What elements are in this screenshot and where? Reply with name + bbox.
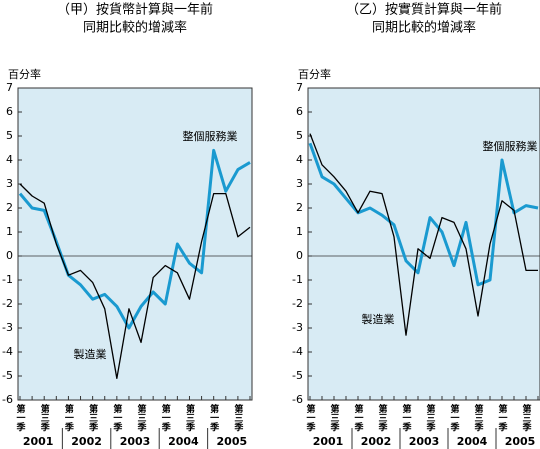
x-tick-label: 第一季 [208, 403, 220, 432]
x-group-label: 2004 [457, 435, 488, 448]
x-tick-label: 第三季 [425, 403, 437, 432]
y-tick-label: -5 [2, 369, 13, 382]
x-tick-label: 第一季 [305, 403, 317, 432]
x-group-label: 2002 [361, 435, 392, 448]
x-tick-label: 第三季 [87, 403, 99, 432]
y-axis-label: 百分率 [298, 67, 331, 81]
y-tick-label: 4 [6, 153, 13, 166]
x-tick-label: 第三季 [521, 403, 533, 432]
y-tick-label: 5 [6, 129, 13, 142]
y-tick-label: -3 [2, 321, 13, 334]
y-tick-label: 7 [6, 81, 13, 94]
y-tick-label: -4 [2, 345, 13, 358]
series-label: 整個服務業 [183, 129, 238, 143]
y-tick-label: -2 [292, 297, 303, 310]
series-line [309, 133, 538, 336]
y-tick-label: -4 [292, 345, 303, 358]
x-tick-label: 第一季 [111, 403, 123, 432]
x-tick-label: 第三季 [184, 403, 196, 432]
x-group-label: 2005 [217, 435, 248, 448]
chart-subtitle: 同期比較的增減率 [83, 20, 187, 36]
x-group-label: 2001 [23, 435, 54, 448]
y-axis-label: 百分率 [8, 67, 41, 81]
series-line [18, 148, 251, 330]
y-tick-label: 4 [296, 153, 303, 166]
y-tick-label: 2 [296, 201, 303, 214]
series-label: 製造業 [362, 312, 395, 326]
x-group-label: 2003 [120, 435, 151, 448]
y-tick-label: -6 [292, 393, 303, 406]
y-tick-label: 6 [296, 105, 303, 118]
x-tick-label: 第一季 [63, 403, 75, 432]
series-line [19, 183, 251, 380]
x-group-label: 2003 [409, 435, 440, 448]
y-tick-label: 6 [6, 105, 13, 118]
y-tick-label: -3 [292, 321, 303, 334]
x-tick-label: 第一季 [160, 403, 172, 432]
series-line [308, 142, 539, 287]
chart-title: （乙）按實質計算與一年前 [346, 2, 502, 18]
y-tick-label: 3 [6, 177, 13, 190]
x-group-label: 2001 [313, 435, 344, 448]
x-tick-label: 第一季 [15, 403, 27, 432]
x-tick-label: 第三季 [329, 403, 341, 432]
y-tick-label: 1 [296, 225, 303, 238]
x-tick-label: 第一季 [401, 403, 413, 432]
y-tick-label: -1 [292, 273, 303, 286]
y-tick-label: -2 [2, 297, 13, 310]
series-label: 整個服務業 [483, 139, 538, 153]
y-tick-label: -5 [292, 369, 303, 382]
x-tick-label: 第三季 [473, 403, 485, 432]
chart-subtitle: 同期比較的增減率 [372, 20, 476, 36]
y-tick-label: -1 [2, 273, 13, 286]
y-tick-label: 5 [296, 129, 303, 142]
x-tick-label: 第一季 [353, 403, 365, 432]
y-tick-label: 3 [296, 177, 303, 190]
y-tick-label: 1 [6, 225, 13, 238]
x-tick-label: 第三季 [232, 403, 244, 432]
x-group-label: 2005 [505, 435, 536, 448]
series-label: 製造業 [74, 347, 107, 361]
chart-title: （甲）按貨幣計算與一年前 [57, 2, 213, 18]
y-tick-label: -6 [2, 393, 13, 406]
x-tick-label: 第三季 [39, 403, 51, 432]
x-tick-label: 第三季 [377, 403, 389, 432]
x-tick-label: 第一季 [449, 403, 461, 432]
y-tick-label: 0 [6, 249, 13, 262]
x-tick-label: 第一季 [497, 403, 509, 432]
x-tick-label: 第三季 [136, 403, 148, 432]
y-tick-label: 7 [296, 81, 303, 94]
y-tick-label: 2 [6, 201, 13, 214]
x-group-label: 2002 [71, 435, 102, 448]
y-tick-label: 0 [296, 249, 303, 262]
x-group-label: 2004 [168, 435, 199, 448]
